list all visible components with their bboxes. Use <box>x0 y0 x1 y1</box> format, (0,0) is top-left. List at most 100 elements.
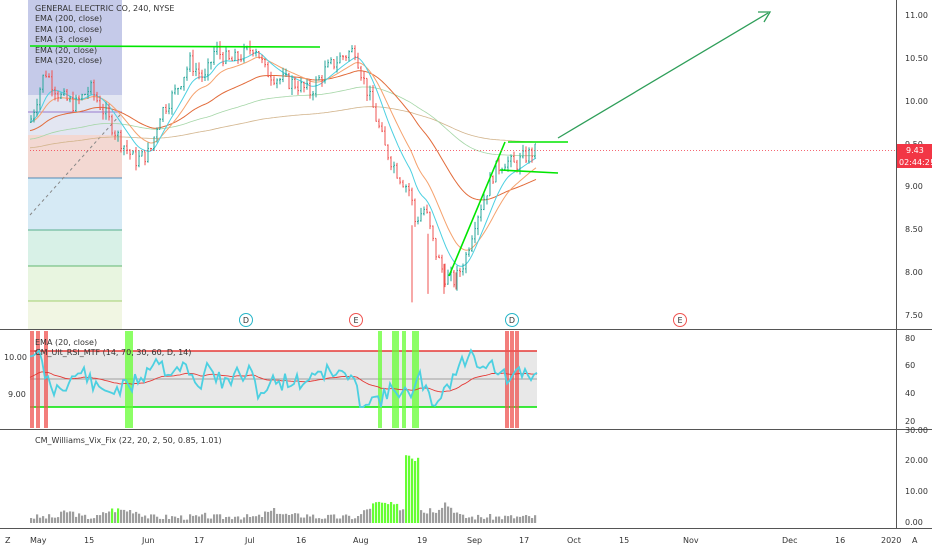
vix-bar <box>468 517 471 523</box>
price-tick: 7.50 <box>905 311 923 320</box>
rsi-legend-item[interactable]: CM_Ult_RSI_MTF (14, 70, 30, 60, D, 14) <box>35 348 192 358</box>
vix-bar <box>276 513 279 523</box>
rsi-signal-highlight <box>378 331 382 428</box>
event-markers: D E D E <box>239 313 687 327</box>
vix-right-tick: 30.00 <box>905 426 928 435</box>
vix-bar <box>84 514 87 523</box>
vix-bar <box>39 517 42 523</box>
vix-bar <box>201 514 204 523</box>
vix-bar <box>402 509 405 523</box>
ema-legend-item[interactable]: EMA (3, close) <box>35 35 92 45</box>
vix-bar <box>432 512 435 523</box>
vix-bar <box>312 514 315 523</box>
vix-bar <box>129 510 132 523</box>
vix-right-tick: 20.00 <box>905 456 928 465</box>
vix-bar <box>162 519 165 523</box>
vix-bar <box>513 518 516 523</box>
vix-legend-item[interactable]: CM_Williams_Vix_Fix (22, 20, 2, 50, 0.85… <box>35 436 222 445</box>
vix-bar <box>57 517 60 523</box>
vix-bar <box>195 515 198 523</box>
time-label: Jun <box>141 536 155 545</box>
vix-bar <box>99 515 102 523</box>
vix-bar <box>87 519 90 523</box>
vix-bar <box>444 502 447 523</box>
vix-bar <box>507 516 510 523</box>
vix-bar <box>240 519 243 523</box>
vix-bar <box>180 515 183 523</box>
vix-bar <box>267 511 270 523</box>
vix-bar <box>519 516 522 523</box>
vix-bar <box>135 511 138 523</box>
vix-bar <box>384 502 387 523</box>
countdown-tag-value: 02:44:2! <box>899 158 932 167</box>
ema-legend-item[interactable]: EMA (320, close) <box>35 56 103 66</box>
vix-legend: CM_Williams_Vix_Fix (22, 20, 2, 50, 0.85… <box>35 436 222 446</box>
vix-bar <box>261 517 264 523</box>
vix-bar <box>378 501 381 523</box>
rsi-panel: 10.00 9.00 80 60 40 20 <box>4 331 915 428</box>
ema-legend-item[interactable]: EMA (20, close) <box>35 45 98 55</box>
time-label: Aug <box>353 536 369 545</box>
vix-bar <box>177 518 180 523</box>
vix-bar <box>303 517 306 523</box>
ema-legend-item[interactable]: EMA (200, close) <box>35 14 103 24</box>
vix-bar <box>288 515 291 523</box>
vix-bar <box>504 515 507 523</box>
ema-320-line <box>29 106 536 149</box>
vix-bar <box>510 515 513 523</box>
vix-bar <box>168 519 171 523</box>
vix-bar <box>438 509 441 523</box>
vix-bar <box>255 516 258 523</box>
vix-bar <box>141 516 144 523</box>
vix-bar <box>249 517 252 523</box>
rsi-signal-highlight <box>30 331 34 428</box>
vix-bar <box>309 516 312 523</box>
vix-bar <box>72 511 75 523</box>
vix-bar <box>393 504 396 523</box>
vix-bar <box>525 515 528 523</box>
vix-bar <box>327 514 330 523</box>
rsi-signal-highlight <box>36 331 40 428</box>
auto-scale-icon[interactable]: A <box>912 536 918 545</box>
vix-bar <box>159 518 162 523</box>
vix-bar <box>450 507 453 523</box>
vix-right-tick: 0.00 <box>905 518 923 527</box>
vix-bar <box>297 513 300 523</box>
vix-bar <box>234 516 237 523</box>
vix-bar <box>102 512 105 523</box>
vix-bar <box>222 519 225 523</box>
last-price-tag-value: 9.43 <box>906 146 924 155</box>
vix-bar <box>213 514 216 523</box>
vix-bar <box>522 515 525 523</box>
vix-bar <box>474 519 477 523</box>
price-tick: 10.00 <box>905 97 928 106</box>
rsi-ma-legend[interactable]: EMA (20, close) <box>35 338 98 347</box>
vix-bar <box>189 514 192 523</box>
vix-bar <box>357 516 360 523</box>
vix-bar <box>348 515 351 523</box>
time-label: 2020 <box>881 536 901 545</box>
earnings-marker-label: E <box>677 316 682 325</box>
vix-bar <box>81 515 84 523</box>
rsi-left-tick: 9.00 <box>8 390 26 399</box>
vix-bar <box>411 458 414 523</box>
scale-toggle-icon[interactable]: Z <box>5 536 11 545</box>
vix-bar <box>420 510 423 523</box>
vix-bar <box>132 513 135 523</box>
vix-bar <box>48 514 51 523</box>
price-legend: GENERAL ELECTRIC CO, 240, NYSE EMA (200,… <box>35 4 174 66</box>
vix-bar <box>63 510 66 523</box>
ema-legend-item[interactable]: EMA (100, close) <box>35 24 103 34</box>
vix-bar <box>462 514 465 523</box>
rsi-right-tick: 60 <box>905 361 915 370</box>
time-label: May <box>30 536 47 545</box>
vix-bar <box>459 514 462 523</box>
vix-bar <box>153 514 156 523</box>
vix-bar <box>528 516 531 523</box>
vix-bar <box>186 519 189 523</box>
vix-bar <box>453 512 456 523</box>
vix-bar <box>105 513 108 523</box>
time-label: 15 <box>84 536 94 545</box>
vix-bar <box>120 509 123 523</box>
vix-bar <box>498 516 501 523</box>
